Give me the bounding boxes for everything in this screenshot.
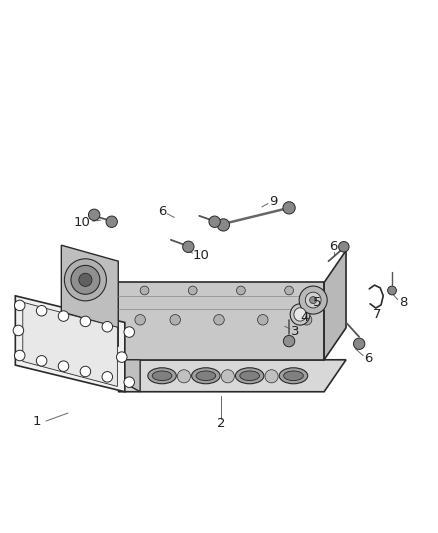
Ellipse shape <box>191 368 220 384</box>
Polygon shape <box>23 302 117 386</box>
Circle shape <box>36 305 47 316</box>
Circle shape <box>305 292 321 308</box>
Ellipse shape <box>279 368 308 384</box>
Circle shape <box>339 241 349 252</box>
Circle shape <box>106 216 117 228</box>
Circle shape <box>58 361 69 372</box>
Circle shape <box>88 209 100 221</box>
Circle shape <box>71 265 100 294</box>
Text: 9: 9 <box>269 195 278 208</box>
Ellipse shape <box>290 304 310 325</box>
Circle shape <box>124 327 134 337</box>
Circle shape <box>214 314 224 325</box>
Circle shape <box>299 286 327 314</box>
Circle shape <box>58 311 69 321</box>
Ellipse shape <box>240 371 259 381</box>
Circle shape <box>117 352 127 362</box>
Polygon shape <box>61 245 118 328</box>
Circle shape <box>237 286 245 295</box>
Text: 4: 4 <box>300 311 309 324</box>
Text: 8: 8 <box>399 296 407 309</box>
Circle shape <box>183 241 194 253</box>
Circle shape <box>13 325 24 336</box>
Polygon shape <box>61 312 118 346</box>
Circle shape <box>310 296 317 304</box>
Text: 10: 10 <box>192 249 209 262</box>
Ellipse shape <box>294 308 306 321</box>
Circle shape <box>14 350 25 361</box>
Circle shape <box>283 201 295 214</box>
Ellipse shape <box>235 368 264 384</box>
Text: 3: 3 <box>290 325 299 338</box>
Text: 6: 6 <box>158 205 166 218</box>
Text: 1: 1 <box>33 415 42 427</box>
Circle shape <box>124 377 134 387</box>
Circle shape <box>177 370 191 383</box>
Circle shape <box>36 356 47 366</box>
Circle shape <box>283 335 295 347</box>
Circle shape <box>170 314 180 325</box>
Circle shape <box>265 370 278 383</box>
Circle shape <box>80 366 91 377</box>
Circle shape <box>188 286 197 295</box>
Polygon shape <box>324 251 346 360</box>
Circle shape <box>64 259 106 301</box>
Circle shape <box>258 314 268 325</box>
Circle shape <box>388 286 396 295</box>
Text: 2: 2 <box>217 417 226 430</box>
Polygon shape <box>92 282 140 392</box>
Circle shape <box>80 316 91 327</box>
Circle shape <box>301 314 312 325</box>
Circle shape <box>353 338 365 350</box>
Circle shape <box>221 370 234 383</box>
Text: 7: 7 <box>373 308 382 321</box>
Text: 10: 10 <box>74 216 91 229</box>
Circle shape <box>140 286 149 295</box>
Ellipse shape <box>196 371 215 381</box>
Circle shape <box>285 286 293 295</box>
Polygon shape <box>118 282 324 360</box>
Ellipse shape <box>152 371 172 381</box>
Text: 5: 5 <box>313 296 322 309</box>
Text: 6: 6 <box>364 352 372 365</box>
Polygon shape <box>118 360 346 392</box>
Ellipse shape <box>284 371 304 381</box>
Circle shape <box>79 273 92 286</box>
Circle shape <box>102 372 113 382</box>
Polygon shape <box>15 296 125 392</box>
Circle shape <box>209 216 220 228</box>
Ellipse shape <box>148 368 176 384</box>
Circle shape <box>217 219 230 231</box>
Text: 6: 6 <box>329 240 338 253</box>
Circle shape <box>14 300 25 311</box>
Circle shape <box>135 314 145 325</box>
Circle shape <box>102 321 113 332</box>
